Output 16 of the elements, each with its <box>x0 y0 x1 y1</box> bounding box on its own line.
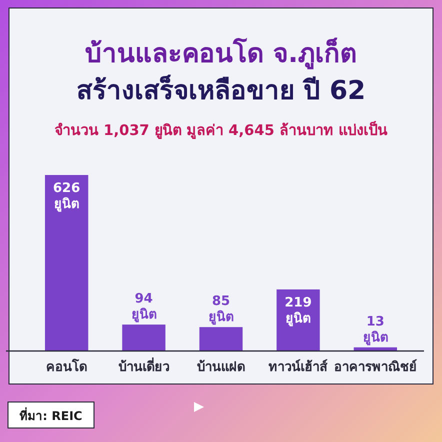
data-label: 94 ยูนิต <box>131 292 156 323</box>
data-label: 219 ยูนิต <box>284 295 312 326</box>
x-tick-label: อาคารพาณิชย์ <box>334 359 417 375</box>
bar <box>199 327 243 351</box>
data-label: 626 ยูนิต <box>53 181 80 212</box>
data-label: 85 ยูนิต <box>208 294 234 326</box>
x-tick-label: บ้านแฝด <box>197 359 245 375</box>
bar <box>44 175 88 351</box>
x-tick-label: คอนโด <box>46 358 88 375</box>
chart-subtitle: จำนวน 1,037 ยูนิต มูลค่า 4,645 ล้านบาท แบ่งเป็น <box>54 120 388 139</box>
data-label: 13 ยูนิต <box>362 314 388 346</box>
bar <box>122 324 166 351</box>
chart-title: บ้านและคอนโด จ.ภูเก็ต สร้างเสร็จเหลือขาย ปี 62 <box>76 37 366 106</box>
text: ที่มา: REIC <box>20 407 83 423</box>
x-tick-label: ทาวน์เฮ้าส์ <box>268 359 328 375</box>
x-tick-label: บ้านเดี่ยว <box>118 357 170 375</box>
